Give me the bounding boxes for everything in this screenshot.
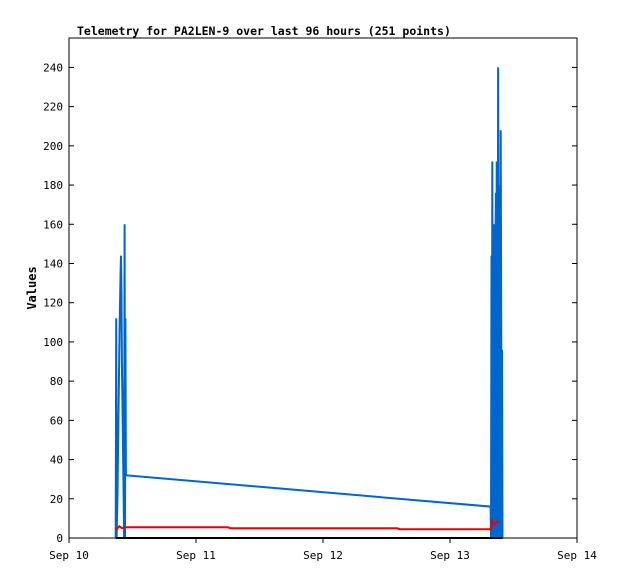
x-tick-label: Sep 12 xyxy=(303,549,343,562)
series-line-0 xyxy=(114,67,504,539)
x-tick-label: Sep 14 xyxy=(557,549,597,562)
x-axis-ticks: Sep 10 Sep 11 Sep 12 Sep 13 Sep 14 xyxy=(49,538,597,562)
y-tick-label: 120 xyxy=(43,297,63,310)
y-axis-ticks: 0 20 40 60 80 100 120 140 160 180 200 220 240 xyxy=(43,61,577,545)
x-tick-label: Sep 13 xyxy=(430,549,470,562)
y-tick-label: 200 xyxy=(43,140,63,153)
y-tick-label: 240 xyxy=(43,61,63,74)
y-tick-label: 220 xyxy=(43,101,63,114)
series-layer xyxy=(114,67,504,539)
y-tick-label: 60 xyxy=(50,414,63,427)
y-tick-label: 100 xyxy=(43,336,63,349)
x-tick-label: Sep 10 xyxy=(49,549,89,562)
y-axis-label: Values xyxy=(25,266,39,309)
y-tick-label: 0 xyxy=(56,532,63,545)
y-tick-label: 160 xyxy=(43,218,63,231)
y-tick-label: 180 xyxy=(43,179,63,192)
y-tick-label: 20 xyxy=(50,493,63,506)
series-line-1 xyxy=(115,517,500,531)
y-tick-label: 80 xyxy=(50,375,63,388)
y-tick-label: 40 xyxy=(50,454,63,467)
chart-title: Telemetry for PA2LEN-9 over last 96 hour… xyxy=(77,24,451,38)
x-tick-label: Sep 11 xyxy=(176,549,216,562)
y-tick-label: 140 xyxy=(43,257,63,270)
